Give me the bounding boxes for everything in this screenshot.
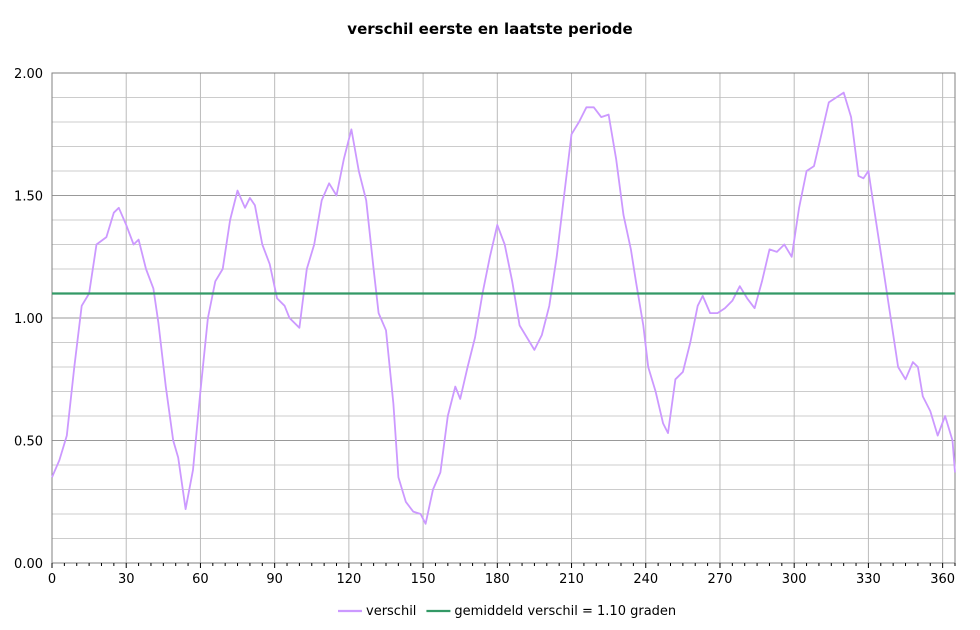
x-tick-label: 330: [856, 572, 881, 587]
legend-label: verschil: [366, 604, 416, 619]
y-tick-label: 1.50: [14, 190, 43, 205]
x-tick-label: 120: [336, 572, 361, 587]
minor-gridlines: [52, 97, 955, 539]
x-tick-label: 300: [782, 572, 807, 587]
x-tick-label: 210: [559, 572, 584, 587]
x-tick-label: 30: [118, 572, 135, 587]
series-line-verschil: [51, 91, 956, 525]
chart-title: verschil eerste en laatste periode: [347, 20, 632, 38]
x-tick-label: 0: [48, 572, 56, 587]
y-tick-label: 1.00: [14, 312, 43, 327]
y-tick-label: 0.50: [14, 435, 43, 450]
plot-area: [51, 72, 956, 564]
x-tick-label: 240: [633, 572, 658, 587]
x-tick-label: 360: [930, 572, 955, 587]
x-axis: 0 30 60 90 120 150 180 210 240 270 300 330 360: [48, 563, 956, 587]
x-tick-label: 180: [485, 572, 510, 587]
legend: verschil gemiddeld verschil = 1.10 graden: [338, 604, 676, 619]
x-tick-label: 270: [708, 572, 733, 587]
series-layer: [51, 91, 956, 525]
y-tick-label: 0.00: [14, 557, 43, 572]
x-tick-label: 60: [192, 572, 209, 587]
legend-label: gemiddeld verschil = 1.10 graden: [454, 604, 676, 619]
y-tick-label: 2.00: [14, 67, 43, 82]
x-tick-label: 90: [266, 572, 283, 587]
x-tick-label: 150: [411, 572, 436, 587]
major-gridlines: [52, 73, 955, 563]
y-axis: 0.00 0.50 1.00 1.50 2.00: [14, 67, 43, 572]
